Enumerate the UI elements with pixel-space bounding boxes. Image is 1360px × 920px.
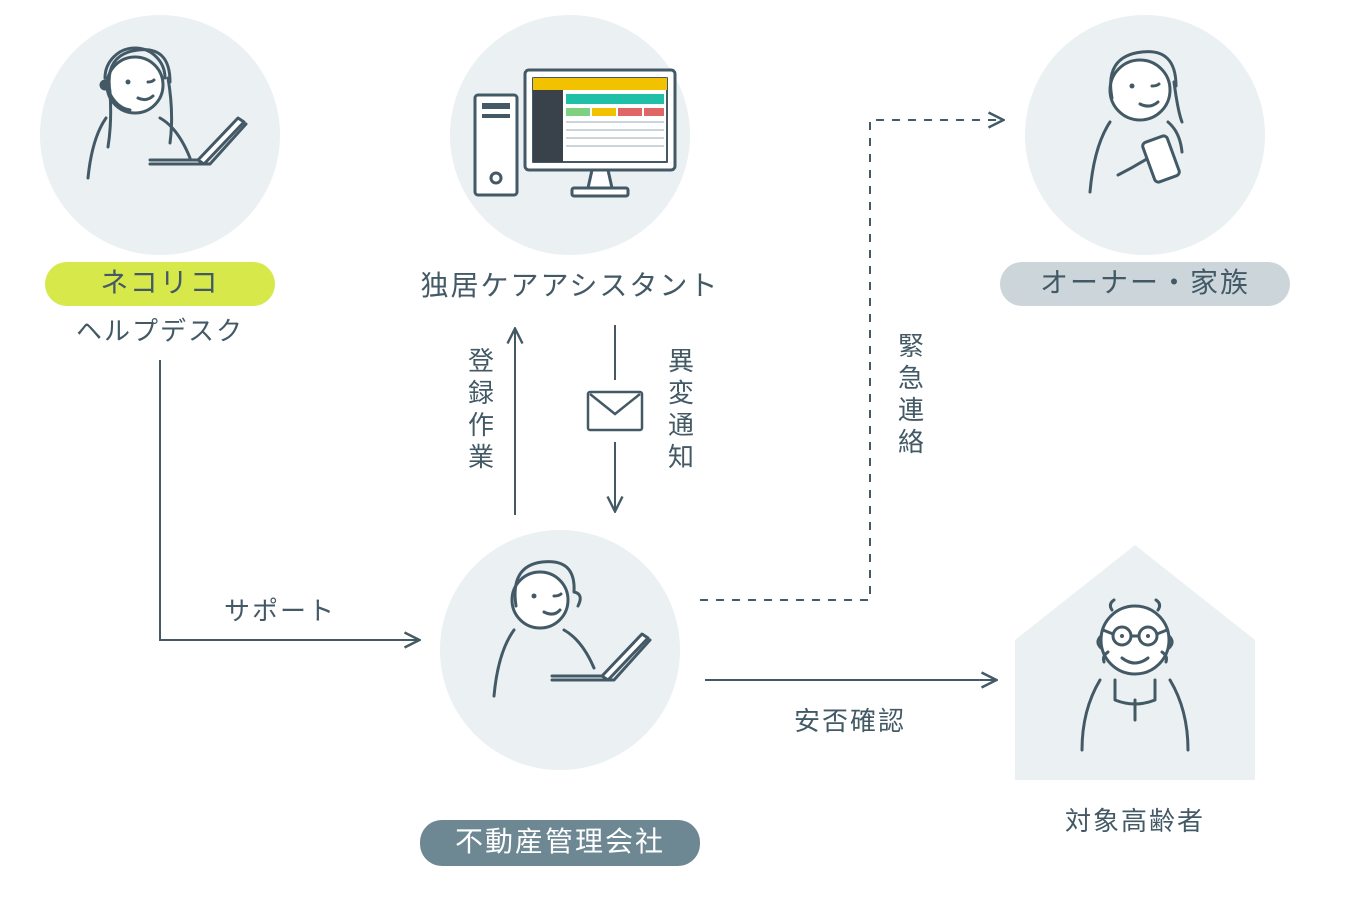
edge-register: 登 録 作 業 <box>468 330 515 515</box>
elder-label: 対象高齢者 <box>1065 806 1205 836</box>
mail-icon <box>588 392 642 430</box>
edge-safety-label: 安否確認 <box>794 706 906 736</box>
helpdesk-sub-label: ヘルプデスク <box>76 316 244 346</box>
edge-emergency-label: 緊 急 連 絡 <box>898 331 935 457</box>
node-elder: 対象高齢者 <box>1015 545 1255 836</box>
edge-support-label: サポート <box>224 596 336 626</box>
assistant-label: 独居ケアアシスタント <box>421 270 720 301</box>
node-manager: 不動産管理会社 <box>420 530 700 866</box>
edge-register-label: 登 録 作 業 <box>468 346 505 472</box>
helpdesk-pill-label: ネコリコ <box>100 267 219 298</box>
node-helpdesk: ネコリコ ヘルプデスク <box>40 15 280 346</box>
owner-pill-label: オーナー・家族 <box>1040 267 1250 298</box>
edge-safety: 安否確認 <box>705 680 995 736</box>
manager-pill-label: 不動産管理会社 <box>455 826 665 857</box>
edge-alert: 異 変 通 知 <box>588 325 705 510</box>
edge-alert-label: 異 変 通 知 <box>668 346 705 472</box>
node-assistant: 独居ケアアシスタント <box>421 15 720 301</box>
edge-support: サポート <box>160 360 418 640</box>
edge-emergency: 緊 急 連 絡 <box>700 120 1002 600</box>
diagram-canvas: ネコリコ ヘルプデスク <box>0 0 1360 920</box>
node-owner: オーナー・家族 <box>1000 15 1290 306</box>
